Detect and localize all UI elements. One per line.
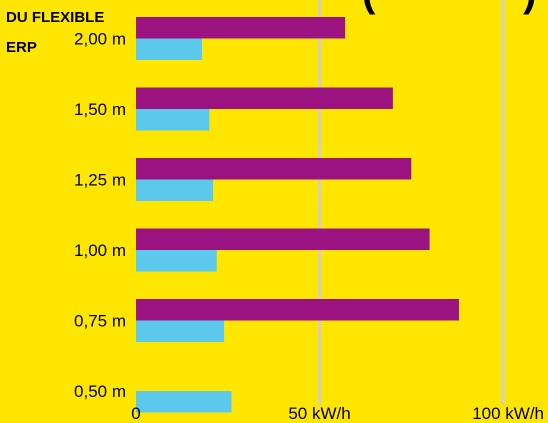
- bar-purple-4: [136, 299, 459, 321]
- bar-layer: [136, 17, 459, 413]
- bar-blue-3: [136, 250, 217, 272]
- label-layer: 2,00 m 1,50 m 1,25 m 1,00 m 0,75 m 0,50 m 0 50 …: [74, 30, 544, 423]
- bar-purple-1: [136, 87, 393, 109]
- x-tick-label-2: 100 kW/h: [472, 404, 544, 423]
- category-label-2: 1,25 m: [74, 171, 126, 190]
- grid-layer: [318, 0, 505, 405]
- bar-purple-0: [136, 17, 346, 39]
- header-top-fragment: (: [362, 0, 376, 15]
- category-label-0: 2,00 m: [74, 30, 126, 49]
- bar-blue-2: [136, 179, 214, 201]
- header-top-fragment-right: ): [523, 0, 536, 15]
- bar-blue-4: [136, 320, 225, 342]
- category-label-5: 0,50 m: [74, 382, 126, 401]
- bar-purple-2: [136, 158, 412, 180]
- category-label-4: 0,75 m: [74, 312, 126, 331]
- x-tick-label-0: 0: [131, 404, 140, 423]
- bar-blue-0: [136, 38, 203, 60]
- category-label-1: 1,50 m: [74, 100, 126, 119]
- category-label-3: 1,00 m: [74, 241, 126, 260]
- bar-blue-1: [136, 109, 210, 131]
- x-tick-label-1: 50 kW/h: [288, 404, 350, 423]
- bar-blue-5: [136, 391, 232, 413]
- header-line-2: ERP: [6, 39, 37, 56]
- bar-purple-3: [136, 228, 430, 250]
- header-line-1: DU FLEXIBLE: [6, 9, 104, 26]
